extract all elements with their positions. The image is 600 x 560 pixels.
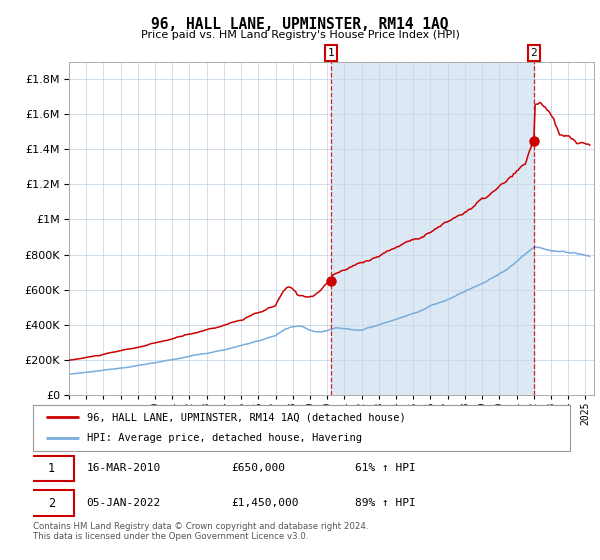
Text: 96, HALL LANE, UPMINSTER, RM14 1AQ: 96, HALL LANE, UPMINSTER, RM14 1AQ: [151, 17, 449, 32]
Text: 96, HALL LANE, UPMINSTER, RM14 1AQ (detached house): 96, HALL LANE, UPMINSTER, RM14 1AQ (deta…: [87, 412, 406, 422]
Text: 2: 2: [47, 497, 55, 510]
Text: 16-MAR-2010: 16-MAR-2010: [87, 464, 161, 473]
FancyBboxPatch shape: [33, 405, 570, 451]
FancyBboxPatch shape: [29, 491, 74, 516]
FancyBboxPatch shape: [29, 455, 74, 481]
Text: 1: 1: [47, 462, 55, 475]
Text: Contains HM Land Registry data © Crown copyright and database right 2024.
This d: Contains HM Land Registry data © Crown c…: [33, 522, 368, 542]
Text: £1,450,000: £1,450,000: [232, 498, 299, 508]
Text: £650,000: £650,000: [232, 464, 286, 473]
Text: 05-JAN-2022: 05-JAN-2022: [87, 498, 161, 508]
Text: HPI: Average price, detached house, Havering: HPI: Average price, detached house, Have…: [87, 433, 362, 444]
Text: 89% ↑ HPI: 89% ↑ HPI: [355, 498, 416, 508]
Text: Price paid vs. HM Land Registry's House Price Index (HPI): Price paid vs. HM Land Registry's House …: [140, 30, 460, 40]
Text: 61% ↑ HPI: 61% ↑ HPI: [355, 464, 416, 473]
Text: 2: 2: [530, 48, 538, 58]
Bar: [331, 62, 534, 395]
Text: 1: 1: [328, 48, 334, 58]
